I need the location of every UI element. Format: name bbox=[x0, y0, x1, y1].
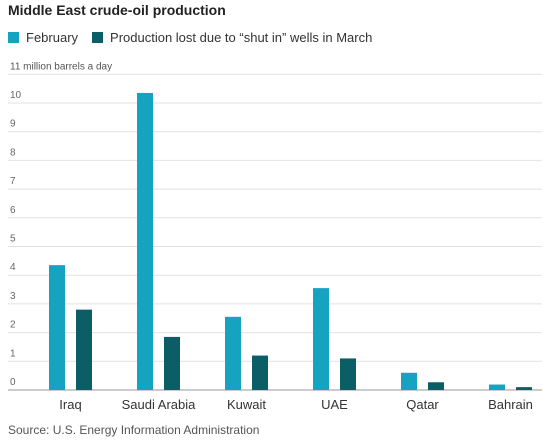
legend-label-production-lost: Production lost due to “shut in” wells i… bbox=[110, 30, 373, 45]
y-tick-label-10: 10 bbox=[10, 90, 22, 101]
x-tick-label-kuwait: Kuwait bbox=[227, 397, 266, 412]
legend-swatch-production-lost bbox=[92, 32, 104, 43]
y-tick-label-3: 3 bbox=[10, 291, 16, 302]
chart-plot: 0 1 2 3 4 5 6 7 8 9 10 11 million barrels a day Iraq… bbox=[8, 61, 542, 412]
legend-item-production-lost: Production lost due to “shut in” wells i… bbox=[92, 30, 372, 45]
y-tick-label-2: 2 bbox=[10, 320, 16, 331]
y-tick-label-4: 4 bbox=[10, 262, 16, 273]
y-tick-label-7: 7 bbox=[10, 176, 16, 187]
bar-qatar-series-0 bbox=[401, 372, 417, 390]
y-tick-label-5: 5 bbox=[10, 234, 16, 245]
x-tick-label-qatar: Qatar bbox=[406, 397, 439, 412]
x-tick-label-uae: UAE bbox=[321, 397, 348, 412]
y-tick-label-9: 9 bbox=[10, 119, 16, 130]
bar-iraq-series-1 bbox=[76, 309, 92, 390]
y-tick-label-6: 6 bbox=[10, 205, 16, 216]
y-tick-label-0: 0 bbox=[10, 377, 16, 388]
bar-uae-series-1 bbox=[340, 358, 356, 390]
bar-saudi-arabia-series-1 bbox=[164, 336, 180, 390]
bar-iraq-series-0 bbox=[49, 265, 65, 390]
y-tick-label-1: 1 bbox=[10, 348, 16, 359]
bar-saudi-arabia-series-0 bbox=[137, 92, 153, 390]
bar-bahrain-series-1 bbox=[516, 387, 532, 390]
bar-kuwait-series-1 bbox=[252, 355, 268, 390]
bar-bahrain-series-0 bbox=[489, 384, 505, 390]
bar-kuwait-series-0 bbox=[225, 316, 241, 390]
y-tick-label-8: 8 bbox=[10, 147, 16, 158]
legend-item-february: February bbox=[8, 30, 78, 45]
chart-title: Middle East crude-oil production bbox=[8, 2, 226, 18]
x-tick-label-bahrain: Bahrain bbox=[488, 397, 533, 412]
legend: February Production lost due to “shut in… bbox=[8, 30, 386, 45]
y-axis-label: 11 million barrels a day bbox=[10, 61, 112, 72]
legend-label-february: February bbox=[26, 30, 79, 45]
bar-qatar-series-1 bbox=[428, 382, 444, 390]
x-tick-label-saudi-arabia: Saudi Arabia bbox=[122, 397, 196, 412]
x-tick-label-iraq: Iraq bbox=[59, 397, 81, 412]
legend-swatch-february bbox=[8, 32, 19, 43]
source-note: Source: U.S. Energy Information Administ… bbox=[8, 423, 260, 437]
bar-uae-series-0 bbox=[313, 288, 329, 390]
